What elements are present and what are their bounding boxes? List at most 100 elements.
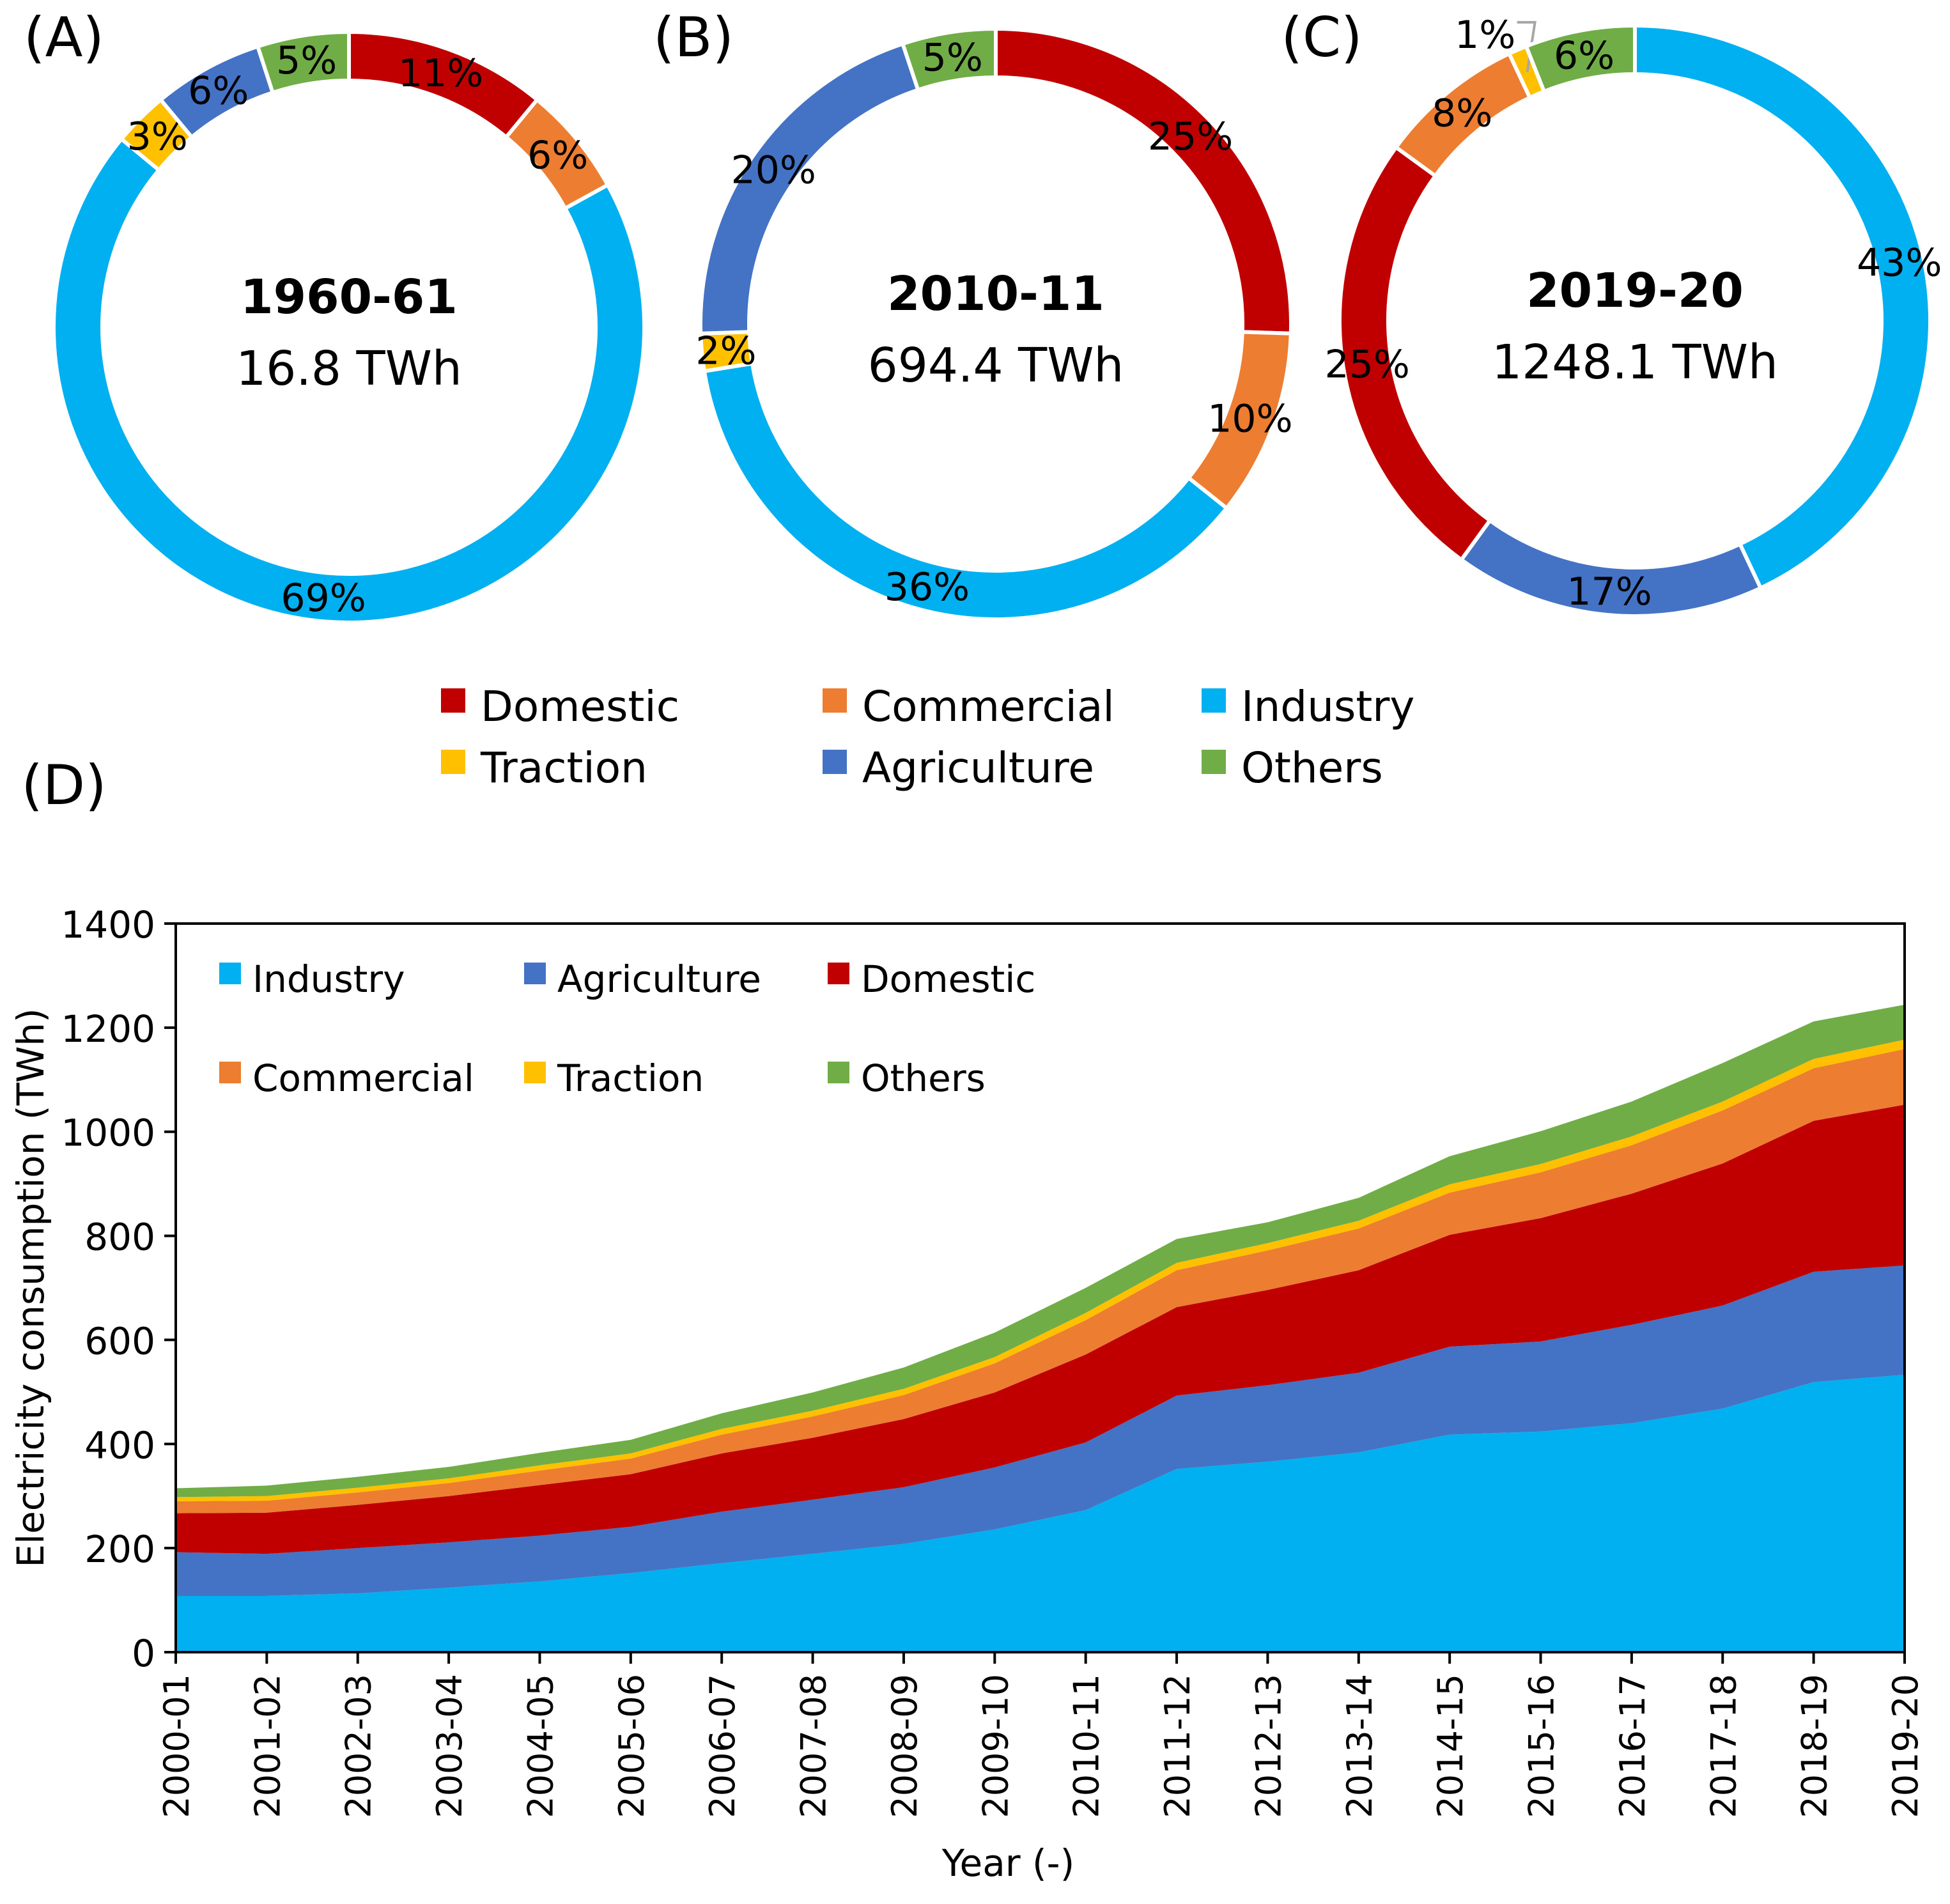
plot-legend-others: Others xyxy=(828,1056,986,1100)
slice-label-traction: 2% xyxy=(695,329,756,374)
slice-label-commercial: 6% xyxy=(527,134,588,178)
x-tick-label: 2015-16 xyxy=(1522,1674,1562,1818)
x-tick-label: 2003-04 xyxy=(429,1674,470,1818)
x-tick-label: 2000-01 xyxy=(157,1674,197,1818)
x-tick-label: 2013-14 xyxy=(1340,1674,1380,1818)
slice-label-traction: 1% xyxy=(1455,13,1515,58)
x-tick-label: 2009-10 xyxy=(975,1674,1016,1818)
slice-label-industry: 69% xyxy=(281,576,366,621)
x-tick-label: 2010-11 xyxy=(1067,1674,1107,1818)
panel-label: (D) xyxy=(21,754,106,817)
slice-others xyxy=(255,29,351,95)
y-tick-label: 800 xyxy=(84,1216,155,1259)
slice-label-others: 5% xyxy=(276,38,337,83)
legend-swatch xyxy=(441,750,465,774)
legend-item-traction: Traction xyxy=(441,743,647,793)
y-tick-label: 1400 xyxy=(61,903,155,947)
slice-label-commercial: 10% xyxy=(1207,396,1292,441)
x-tick-label: 2019-20 xyxy=(1885,1674,1926,1818)
legend-label: Others xyxy=(1241,743,1383,793)
slice-label-others: 6% xyxy=(1554,34,1614,79)
slice-label-domestic: 11% xyxy=(398,51,483,96)
slice-industry xyxy=(1633,23,1932,591)
y-tick-label: 600 xyxy=(84,1319,155,1363)
x-tick-label: 2014-15 xyxy=(1430,1674,1471,1818)
legend-swatch xyxy=(828,963,849,984)
legend-label: Agriculture xyxy=(557,957,761,1001)
slice-industry xyxy=(52,136,646,624)
x-tick-label: 2001-02 xyxy=(247,1674,288,1818)
slice-others xyxy=(900,26,998,93)
legend-swatch xyxy=(524,1062,546,1083)
panel-label: (A) xyxy=(24,6,104,70)
x-tick-label: 2016-17 xyxy=(1613,1674,1653,1818)
y-tick-label: 1200 xyxy=(61,1007,155,1051)
x-tick-label: 2002-03 xyxy=(339,1674,379,1818)
legend-label: Industry xyxy=(252,957,405,1001)
legend-swatch xyxy=(1202,688,1226,713)
slice-label-domestic: 25% xyxy=(1325,342,1410,387)
center-total: 1248.1 TWh xyxy=(1492,335,1778,390)
plot-legend-commercial: Commercial xyxy=(219,1056,474,1100)
area-industry xyxy=(176,1374,1905,1652)
area-agriculture xyxy=(176,1265,1905,1597)
x-tick-label: 2012-13 xyxy=(1248,1674,1288,1818)
legend-item-commercial: Commercial xyxy=(823,682,1115,731)
y-tick-label: 400 xyxy=(84,1423,155,1467)
slice-label-agriculture: 17% xyxy=(1567,569,1652,614)
legend-swatch xyxy=(219,963,241,984)
donut-3: 43% 17% 25% 8% 1% 6% 2019-20 1248.1 TWh (C) xyxy=(1281,6,1942,618)
legend-label: Commercial xyxy=(862,682,1115,731)
center-total: 694.4 TWh xyxy=(868,338,1124,393)
x-tick-label: 2007-08 xyxy=(794,1674,834,1818)
legend-item-others: Others xyxy=(1202,743,1383,793)
legend-label: Others xyxy=(861,1056,986,1100)
slice-label-commercial: 8% xyxy=(1432,91,1492,135)
area-domestic xyxy=(176,1104,1905,1554)
slice-industry xyxy=(702,361,1230,621)
plot-border xyxy=(174,922,1906,1653)
legend-swatch xyxy=(1202,750,1226,774)
legend-swatch xyxy=(441,688,465,713)
panel-label: (C) xyxy=(1281,6,1362,70)
y-tick-label: 0 xyxy=(132,1632,155,1675)
top-legend: Domestic Commercial Industry Traction Agricu… xyxy=(441,682,1414,793)
legend-item-agriculture: Agriculture xyxy=(823,743,1094,793)
x-axis-title: Year (-) xyxy=(941,1841,1074,1885)
plot-legend-traction: Traction xyxy=(524,1056,704,1100)
legend-label: Traction xyxy=(557,1056,704,1100)
y-tick-label: 200 xyxy=(84,1528,155,1571)
slice-label-agriculture: 20% xyxy=(731,148,816,192)
legend-swatch xyxy=(823,688,847,713)
legend-swatch xyxy=(219,1062,241,1083)
legend-label: Industry xyxy=(1241,682,1414,731)
legend-label: Commercial xyxy=(252,1056,474,1100)
plot-legend-industry: Industry xyxy=(219,957,405,1001)
donut-2: 25% 10% 36% 2% 20% 5% 2010-11 694.4 TWh (B) xyxy=(653,6,1293,621)
slice-label-domestic: 25% xyxy=(1148,114,1233,159)
y-axis-title: Electricity consumption (TWh) xyxy=(9,1008,52,1567)
center-year: 2019-20 xyxy=(1526,263,1744,318)
plot-legend-agriculture: Agriculture xyxy=(524,957,761,1001)
slice-others xyxy=(1524,23,1637,94)
x-tick-label: 2018-19 xyxy=(1795,1674,1835,1818)
legend-swatch xyxy=(524,963,546,984)
y-tick-label: 1000 xyxy=(61,1111,155,1155)
x-tick-label: 2008-09 xyxy=(885,1674,925,1818)
legend-label: Domestic xyxy=(481,682,679,731)
center-year: 2010-11 xyxy=(887,267,1104,321)
x-tick-label: 2006-07 xyxy=(702,1674,743,1818)
x-tick-label: 2017-18 xyxy=(1703,1674,1744,1818)
x-tick-label: 2011-12 xyxy=(1157,1674,1198,1818)
legend-item-industry: Industry xyxy=(1202,682,1414,731)
legend-swatch xyxy=(823,750,847,774)
legend-swatch xyxy=(828,1062,849,1083)
plot-legend-domestic: Domestic xyxy=(828,957,1035,1001)
legend-item-domestic: Domestic xyxy=(441,682,679,731)
slice-label-industry: 36% xyxy=(885,565,970,610)
slice-label-industry: 43% xyxy=(1857,241,1942,286)
legend-label: Domestic xyxy=(861,957,1035,1001)
legend-label: Traction xyxy=(480,743,647,793)
